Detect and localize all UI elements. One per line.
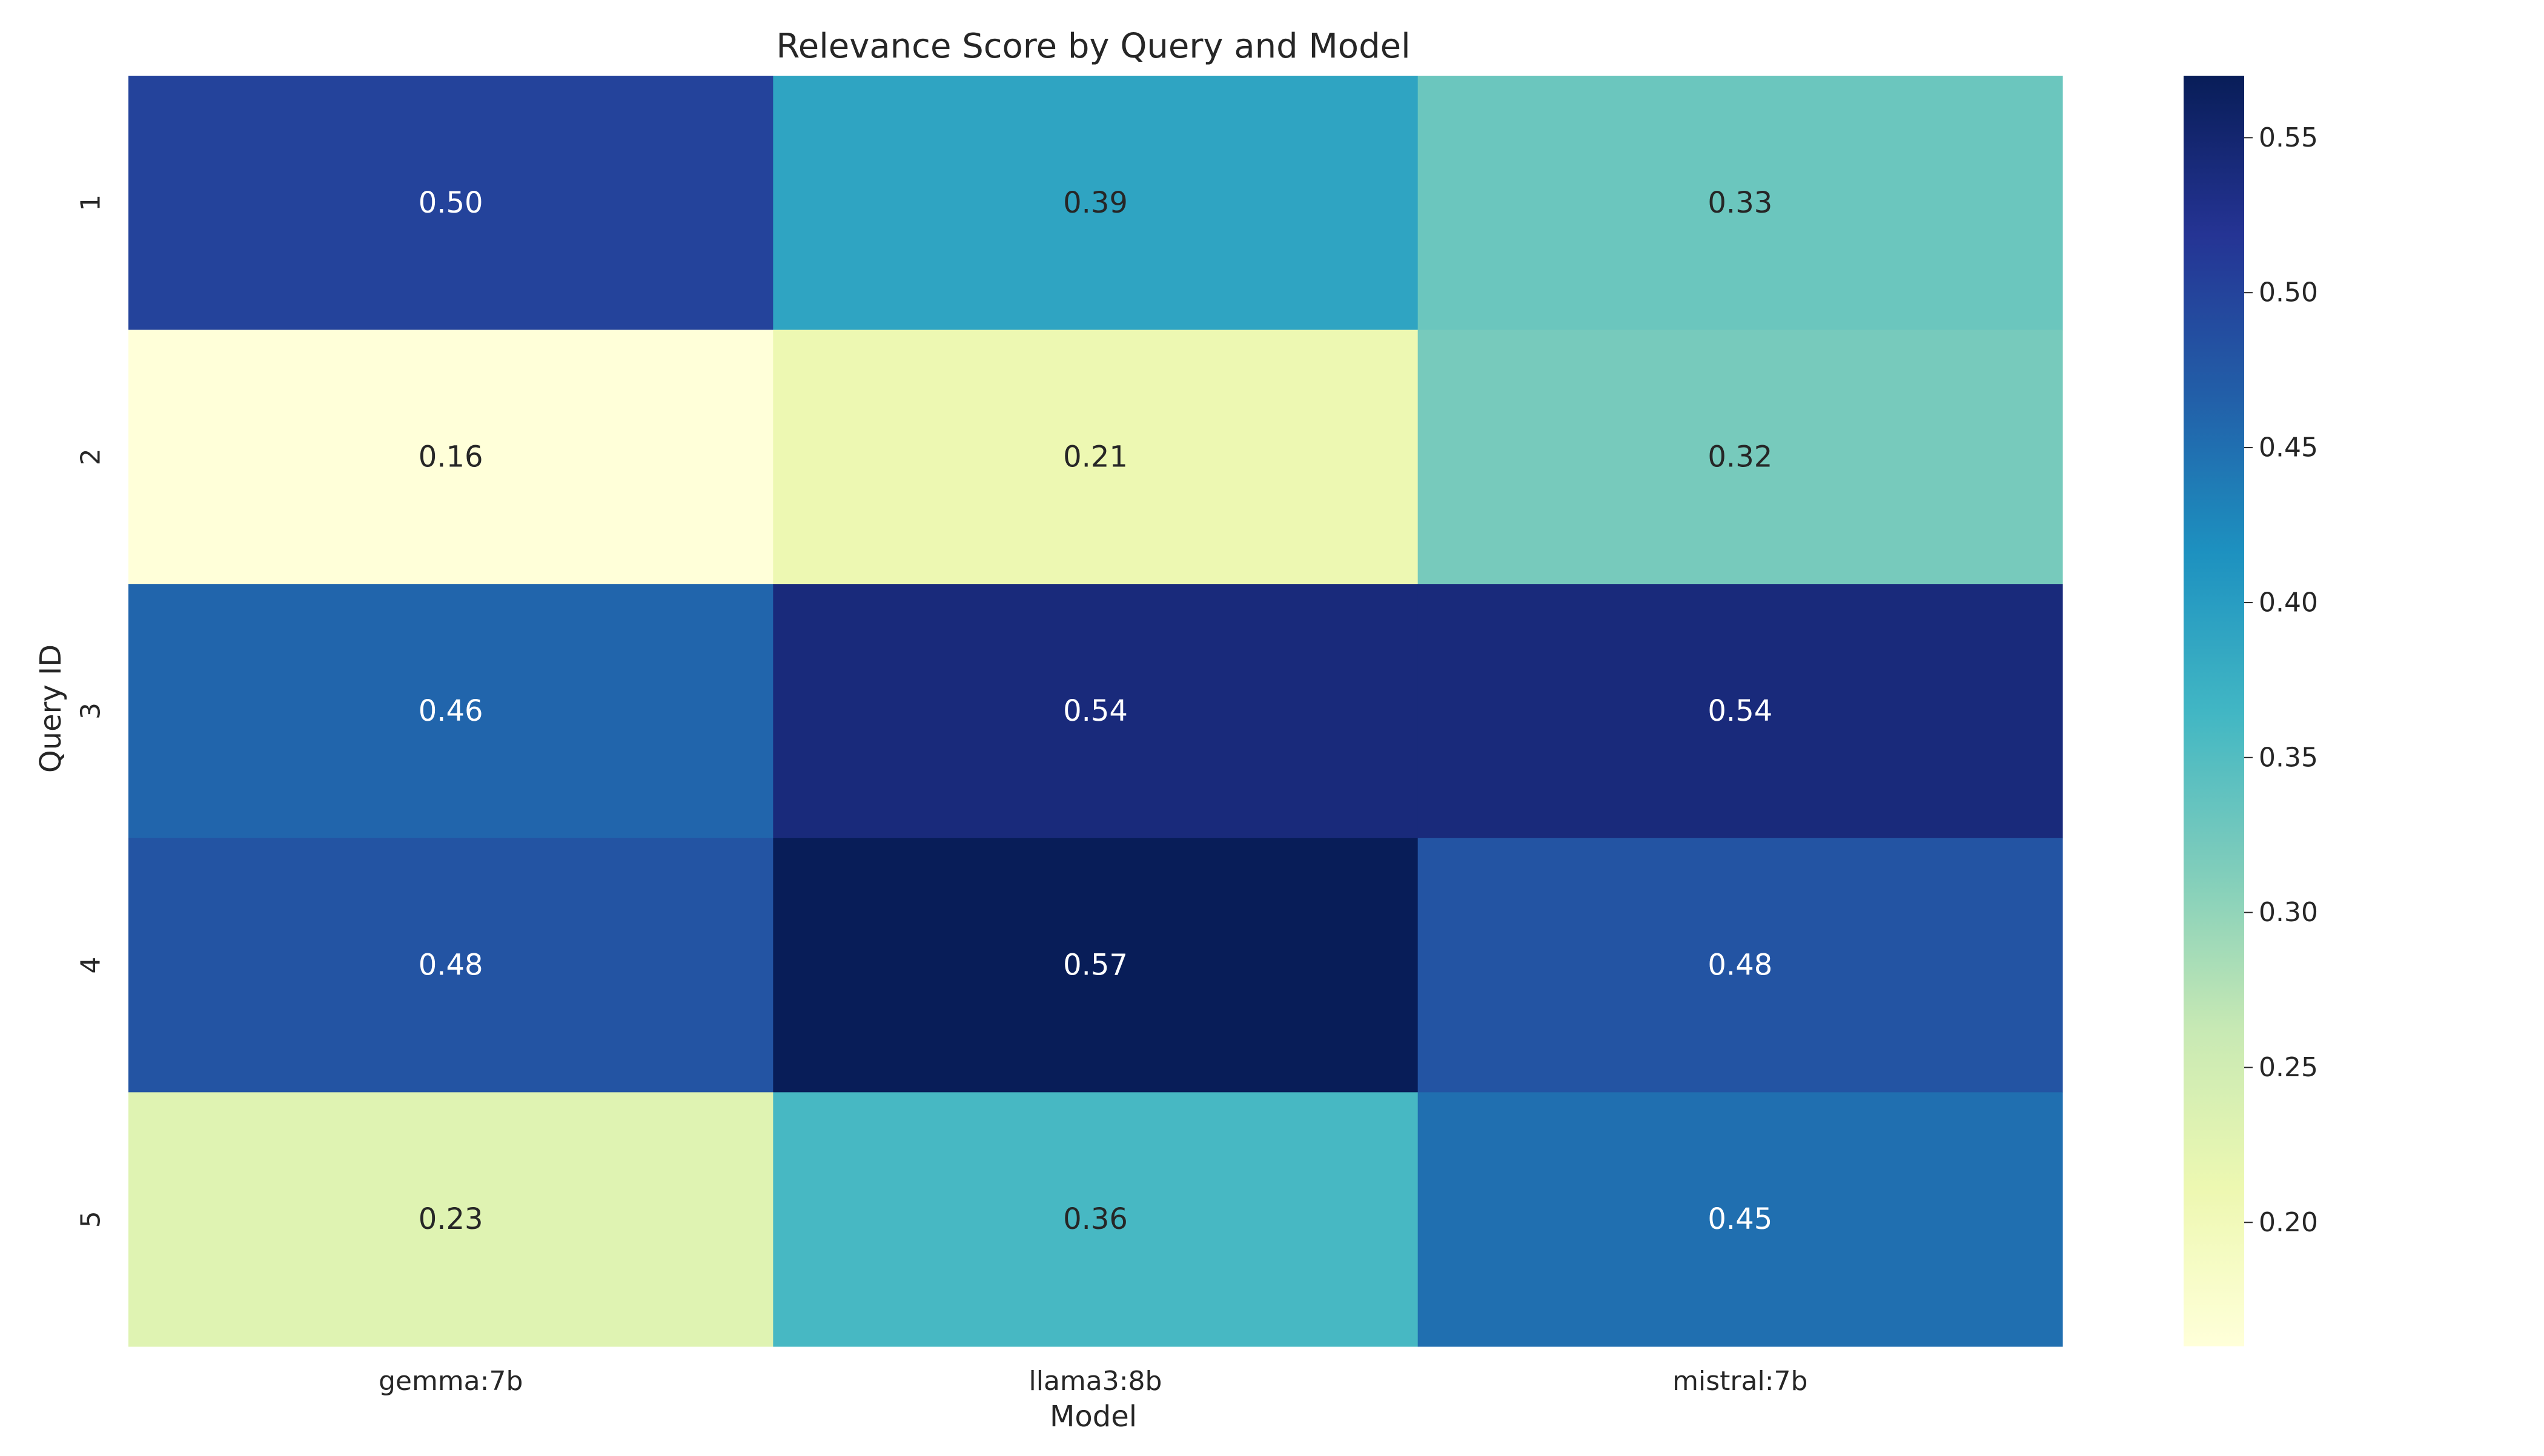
colorbar: 0.20 0.25 0.30 0.35 0.40 0.45 0.50 0.55 [2184, 76, 2318, 1346]
colorbar-tick-label: 0.40 [2259, 587, 2318, 618]
cell-value-label: 0.39 [1063, 186, 1128, 220]
x-axis-label: Model [1050, 1400, 1137, 1434]
heatmap-cell [1417, 329, 2063, 584]
heatmap-cell [128, 838, 773, 1093]
heatmap-cell [773, 76, 1419, 331]
cell-value-label: 0.23 [419, 1202, 483, 1236]
cell-value-label: 0.36 [1063, 1202, 1128, 1236]
x-tick-label: llama3:8b [1029, 1366, 1162, 1397]
colorbar-tick-label: 0.45 [2259, 432, 2318, 463]
colorbar-tick-label: 0.20 [2259, 1207, 2318, 1238]
cell-value-label: 0.21 [1063, 440, 1128, 474]
heatmap-cell [773, 838, 1419, 1093]
heatmap-cell [128, 584, 773, 839]
cell-value-label: 0.54 [1708, 694, 1772, 728]
y-tick-label: 4 [76, 957, 107, 974]
heatmap-cell [773, 329, 1419, 584]
heatmap-cells: 0.50 0.39 0.33 0.16 0.21 0.32 0.46 0.54 0.54 0.48… [128, 76, 2063, 1347]
cell-value-label: 0.48 [419, 948, 483, 982]
chart-title: Relevance Score by Query and Model [776, 27, 1410, 66]
heatmap-cell [128, 329, 773, 584]
heatmap-cell [128, 76, 773, 331]
heatmap-cell [773, 1092, 1419, 1347]
colorbar-tick-label: 0.25 [2259, 1052, 2318, 1083]
y-axis-ticks: 1 2 3 4 5 [76, 194, 107, 1228]
cell-value-label: 0.50 [419, 186, 483, 220]
y-tick-label: 3 [76, 703, 107, 720]
cell-value-label: 0.45 [1708, 1202, 1772, 1236]
y-tick-label: 1 [76, 194, 107, 211]
x-tick-label: mistral:7b [1672, 1366, 1807, 1397]
cell-value-label: 0.48 [1708, 948, 1772, 982]
cell-value-label: 0.33 [1708, 186, 1772, 220]
colorbar-tick-label: 0.55 [2259, 122, 2318, 153]
cell-value-label: 0.57 [1063, 948, 1128, 982]
colorbar-tick-label: 0.35 [2259, 742, 2318, 773]
colorbar-tick-label: 0.30 [2259, 897, 2318, 928]
heatmap-cell [773, 584, 1419, 839]
heatmap-cell [1417, 76, 2063, 331]
colorbar-ticks: 0.20 0.25 0.30 0.35 0.40 0.45 0.50 0.55 [2244, 122, 2318, 1238]
cell-value-label: 0.46 [419, 694, 483, 728]
colorbar-tick-label: 0.50 [2259, 277, 2318, 308]
cell-value-label: 0.54 [1063, 694, 1128, 728]
y-axis-label: Query ID [34, 644, 68, 773]
colorbar-gradient [2184, 76, 2244, 1346]
x-axis-ticks: gemma:7b llama3:8b mistral:7b [379, 1366, 1808, 1397]
y-tick-label: 2 [76, 448, 107, 465]
cell-value-label: 0.16 [419, 440, 483, 474]
heatmap-cell [1417, 838, 2063, 1093]
y-tick-label: 5 [76, 1211, 107, 1228]
cell-value-label: 0.32 [1708, 440, 1772, 474]
heatmap-cell [1417, 584, 2063, 839]
x-tick-label: gemma:7b [379, 1366, 523, 1397]
heatmap-cell [1417, 1092, 2063, 1347]
heatmap-cell [128, 1092, 773, 1347]
